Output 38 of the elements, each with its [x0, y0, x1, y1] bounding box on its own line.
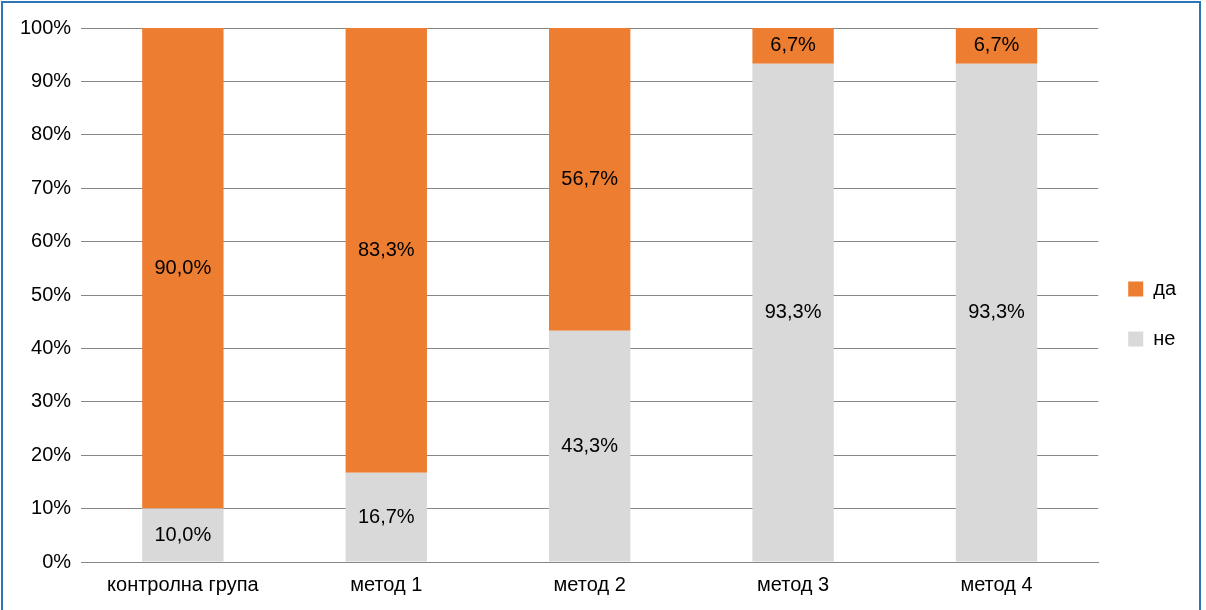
data-label: 43,3% [561, 433, 619, 456]
bar [549, 28, 631, 331]
data-label: 6,7% [770, 33, 817, 56]
x-tick-label: контролна група [107, 572, 260, 595]
bar [955, 28, 1038, 64]
y-tick-label: 70% [31, 175, 72, 198]
x-tick-label: метод 1 [350, 572, 423, 595]
y-tick-label: 10% [31, 496, 72, 519]
bar [752, 28, 834, 64]
y-tick-label: 0% [42, 549, 72, 572]
bar [752, 63, 834, 562]
bar [955, 63, 1038, 562]
data-label: 93,3% [968, 300, 1026, 323]
bar [345, 28, 427, 473]
bar [549, 330, 631, 562]
legend-label: да [1153, 276, 1177, 299]
bar [142, 508, 224, 562]
bar [142, 28, 224, 509]
data-label: 93,3% [764, 300, 822, 323]
y-tick-label: 100% [20, 15, 72, 38]
legend-label: не [1153, 326, 1176, 349]
data-label: 56,7% [561, 166, 619, 189]
data-label: 83,3% [357, 237, 415, 260]
data-label: 16,7% [357, 504, 415, 527]
y-tick-label: 60% [31, 229, 72, 252]
bar [345, 472, 427, 562]
y-tick-label: 20% [31, 442, 72, 465]
x-tick-label: метод 2 [553, 572, 626, 595]
data-label: 6,7% [973, 33, 1020, 56]
data-label: 90,0% [154, 255, 212, 278]
x-tick-label: метод 3 [757, 572, 830, 595]
y-tick-label: 90% [31, 68, 72, 91]
y-tick-label: 50% [31, 282, 72, 305]
data-label: 10,0% [154, 522, 212, 545]
y-tick-label: 30% [31, 389, 72, 412]
x-tick-label: метод 4 [960, 572, 1033, 595]
y-tick-label: 40% [31, 335, 72, 358]
y-tick-label: 80% [31, 122, 72, 145]
